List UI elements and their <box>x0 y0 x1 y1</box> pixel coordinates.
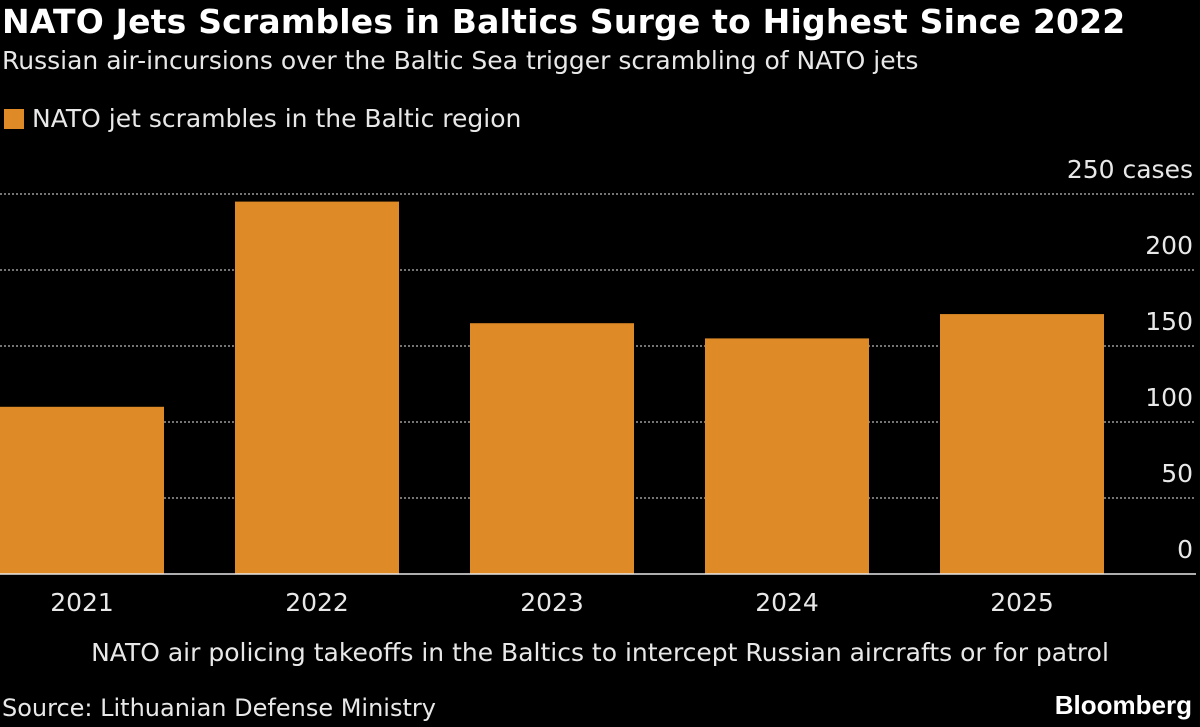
bar-2023 <box>470 323 634 574</box>
legend-label: NATO jet scrambles in the Baltic region <box>32 104 522 133</box>
legend-swatch <box>4 108 24 129</box>
chart-title: NATO Jets Scrambles in Baltics Surge to … <box>2 2 1126 41</box>
legend: NATO jet scrambles in the Baltic region <box>4 104 521 133</box>
bar-2021 <box>0 406 164 574</box>
y-tick-label: 250 cases <box>1067 155 1193 184</box>
x-tick-label: 2022 <box>285 588 349 617</box>
y-tick-label: 150 <box>1145 307 1193 336</box>
source-note: Source: Lithuanian Defense Ministry <box>2 694 436 722</box>
bloomberg-logo: Bloomberg <box>1054 690 1192 720</box>
x-tick-label: 2025 <box>990 588 1054 617</box>
bar-2024 <box>705 338 869 574</box>
bar-2025 <box>940 314 1104 574</box>
chart-note: NATO air policing takeoffs in the Baltic… <box>91 638 1109 667</box>
x-tick-label: 2024 <box>755 588 819 617</box>
x-tick-label: 2021 <box>50 588 114 617</box>
y-tick-label: 100 <box>1145 383 1193 412</box>
y-tick-label: 50 <box>1161 459 1193 488</box>
y-tick-label: 0 <box>1177 535 1193 564</box>
y-tick-label: 200 <box>1145 231 1193 260</box>
chart-subtitle: Russian air-incursions over the Baltic S… <box>2 46 919 75</box>
bar-2022 <box>235 201 399 574</box>
x-tick-label: 2023 <box>520 588 584 617</box>
